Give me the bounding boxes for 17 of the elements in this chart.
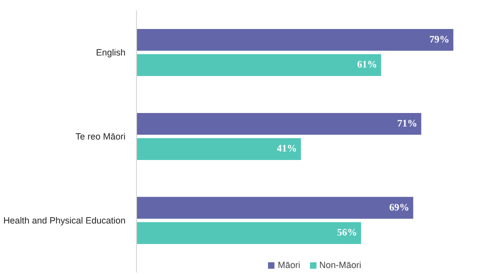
data-label: 71% [397, 118, 418, 130]
bar [136, 54, 382, 76]
bar [136, 112, 422, 135]
y-tick-label: English [96, 47, 126, 58]
bar [136, 222, 362, 244]
bar [136, 28, 454, 51]
data-label: 56% [337, 228, 358, 239]
bar [136, 196, 414, 219]
legend-label: Māori [278, 260, 300, 270]
data-label: 41% [276, 144, 297, 155]
y-tick-label: Te reo Māori [75, 131, 126, 142]
y-tick-label: Health and Physical Education [3, 215, 126, 226]
data-label: 79% [429, 34, 450, 46]
legend-label: Non-Māori [319, 260, 362, 270]
data-label: 61% [357, 60, 378, 71]
bar [136, 138, 301, 160]
data-label: 69% [389, 202, 410, 214]
